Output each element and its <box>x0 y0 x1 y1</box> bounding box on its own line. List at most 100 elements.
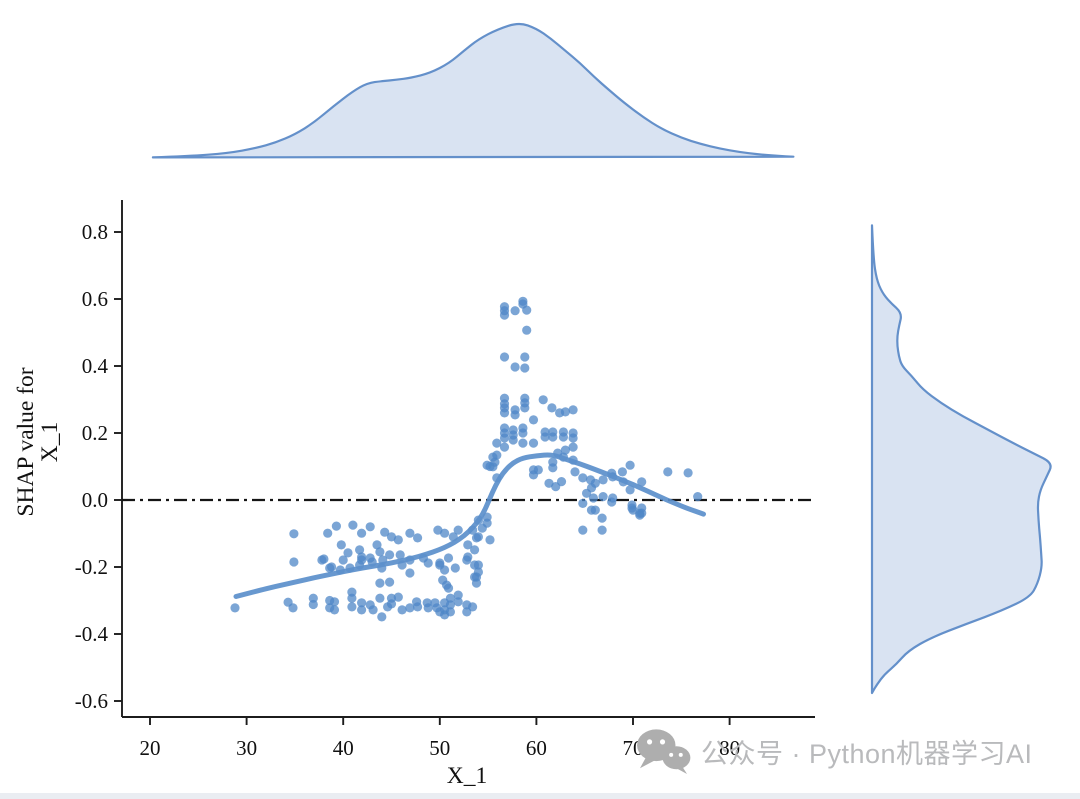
scatter-point <box>578 498 588 508</box>
y-tick-label: 0.2 <box>82 421 108 445</box>
scatter-point <box>499 433 510 443</box>
scatter-point <box>289 529 299 539</box>
scatter-point <box>386 599 397 609</box>
scatter-point <box>538 395 548 405</box>
scatter-point <box>693 492 703 502</box>
scatter-point <box>510 362 520 372</box>
scatter-point <box>423 603 433 613</box>
x-tick-label: 30 <box>236 736 257 760</box>
scatter-point <box>663 467 673 477</box>
scatter-point <box>357 528 367 538</box>
scatter-point <box>617 467 628 477</box>
scatter-point <box>375 593 385 603</box>
scatter-point <box>405 568 415 578</box>
scatter-point <box>520 363 530 373</box>
scatter-point <box>473 532 483 542</box>
scatter-point <box>440 565 450 575</box>
scatter-point <box>560 445 571 455</box>
scatter-point <box>385 550 395 560</box>
scatter-point <box>588 493 599 503</box>
trend-line <box>233 452 706 599</box>
scatter-point <box>331 521 341 531</box>
scatter-point <box>453 525 463 535</box>
scatter-point <box>385 577 395 587</box>
scatter-point <box>548 463 558 473</box>
x-tick-label: 70 <box>623 736 644 760</box>
scatter-point <box>377 612 387 622</box>
scatter-point <box>598 475 608 485</box>
scatter-point <box>289 557 299 567</box>
scatter-point <box>471 578 482 588</box>
scatter-point <box>473 560 483 570</box>
scatter-point <box>578 525 588 535</box>
x-tick-label: 80 <box>719 736 740 760</box>
scatter-point <box>347 593 357 603</box>
top-density-curve <box>151 22 795 159</box>
scatter-point <box>336 540 346 550</box>
scatter-point <box>230 603 240 613</box>
scatter-point <box>405 528 415 538</box>
x-tick-label: 20 <box>140 736 161 760</box>
scatter-point <box>338 555 348 565</box>
scatter-point <box>528 438 539 448</box>
scatter-point <box>570 467 580 477</box>
scatter-point <box>413 602 423 612</box>
scatter-point <box>597 513 607 523</box>
scatter-point <box>308 593 318 603</box>
x-axis-label: X_1 <box>447 763 487 789</box>
scatter-point <box>637 477 647 487</box>
scatter-point <box>625 460 635 470</box>
scatter-point <box>329 605 340 615</box>
scatter-point <box>520 403 530 413</box>
scatter-point <box>490 457 500 467</box>
scatter-point <box>443 553 454 563</box>
scatter-point <box>347 602 357 612</box>
scatter-point <box>393 535 403 545</box>
scatter-point <box>365 522 375 532</box>
scatter-point <box>453 590 463 600</box>
right-density-curve <box>870 224 1052 695</box>
bottom-edge-bar <box>0 793 1080 799</box>
scatter-point <box>375 547 385 557</box>
scatter-point <box>590 505 600 515</box>
scatter-point <box>323 528 333 538</box>
scatter-point <box>357 605 367 615</box>
y-tick-label: 0.8 <box>82 220 108 244</box>
y-tick-label: -0.2 <box>75 555 108 579</box>
scatter-point <box>492 450 502 460</box>
scatter-point <box>445 600 455 610</box>
x-tick-label: 60 <box>526 736 547 760</box>
scatter-point <box>628 505 638 515</box>
scatter-point <box>470 545 480 555</box>
x-tick-label: 40 <box>333 736 354 760</box>
scatter-point <box>598 492 608 502</box>
scatter-point <box>683 468 693 478</box>
scatter-point <box>468 602 478 612</box>
scatter-point <box>319 554 329 564</box>
scatter-point <box>288 603 298 613</box>
scatter-point <box>499 408 510 418</box>
y-tick-label: 0.0 <box>82 488 108 512</box>
scatter-point <box>413 533 423 543</box>
scatter-point <box>568 405 578 415</box>
scatter-point <box>510 410 520 420</box>
scatter-point <box>560 407 571 417</box>
scatter-point <box>375 578 385 588</box>
scatter-point <box>597 525 607 535</box>
scatter-point <box>357 555 367 565</box>
scatter-point <box>329 597 340 607</box>
scatter-point <box>355 545 365 555</box>
scatter-point <box>548 432 558 442</box>
scatter-point <box>518 438 528 448</box>
scatter-point <box>637 508 647 518</box>
x-tick-label: 50 <box>429 736 450 760</box>
y-tick-label: -0.6 <box>75 689 108 713</box>
scatter-point <box>518 428 528 438</box>
scatter-point <box>499 352 510 362</box>
scatter-point <box>443 583 454 593</box>
scatter-point <box>482 518 492 528</box>
scatter-point <box>590 478 600 488</box>
scatter-point <box>453 597 463 607</box>
top-marginal-density <box>151 22 795 159</box>
